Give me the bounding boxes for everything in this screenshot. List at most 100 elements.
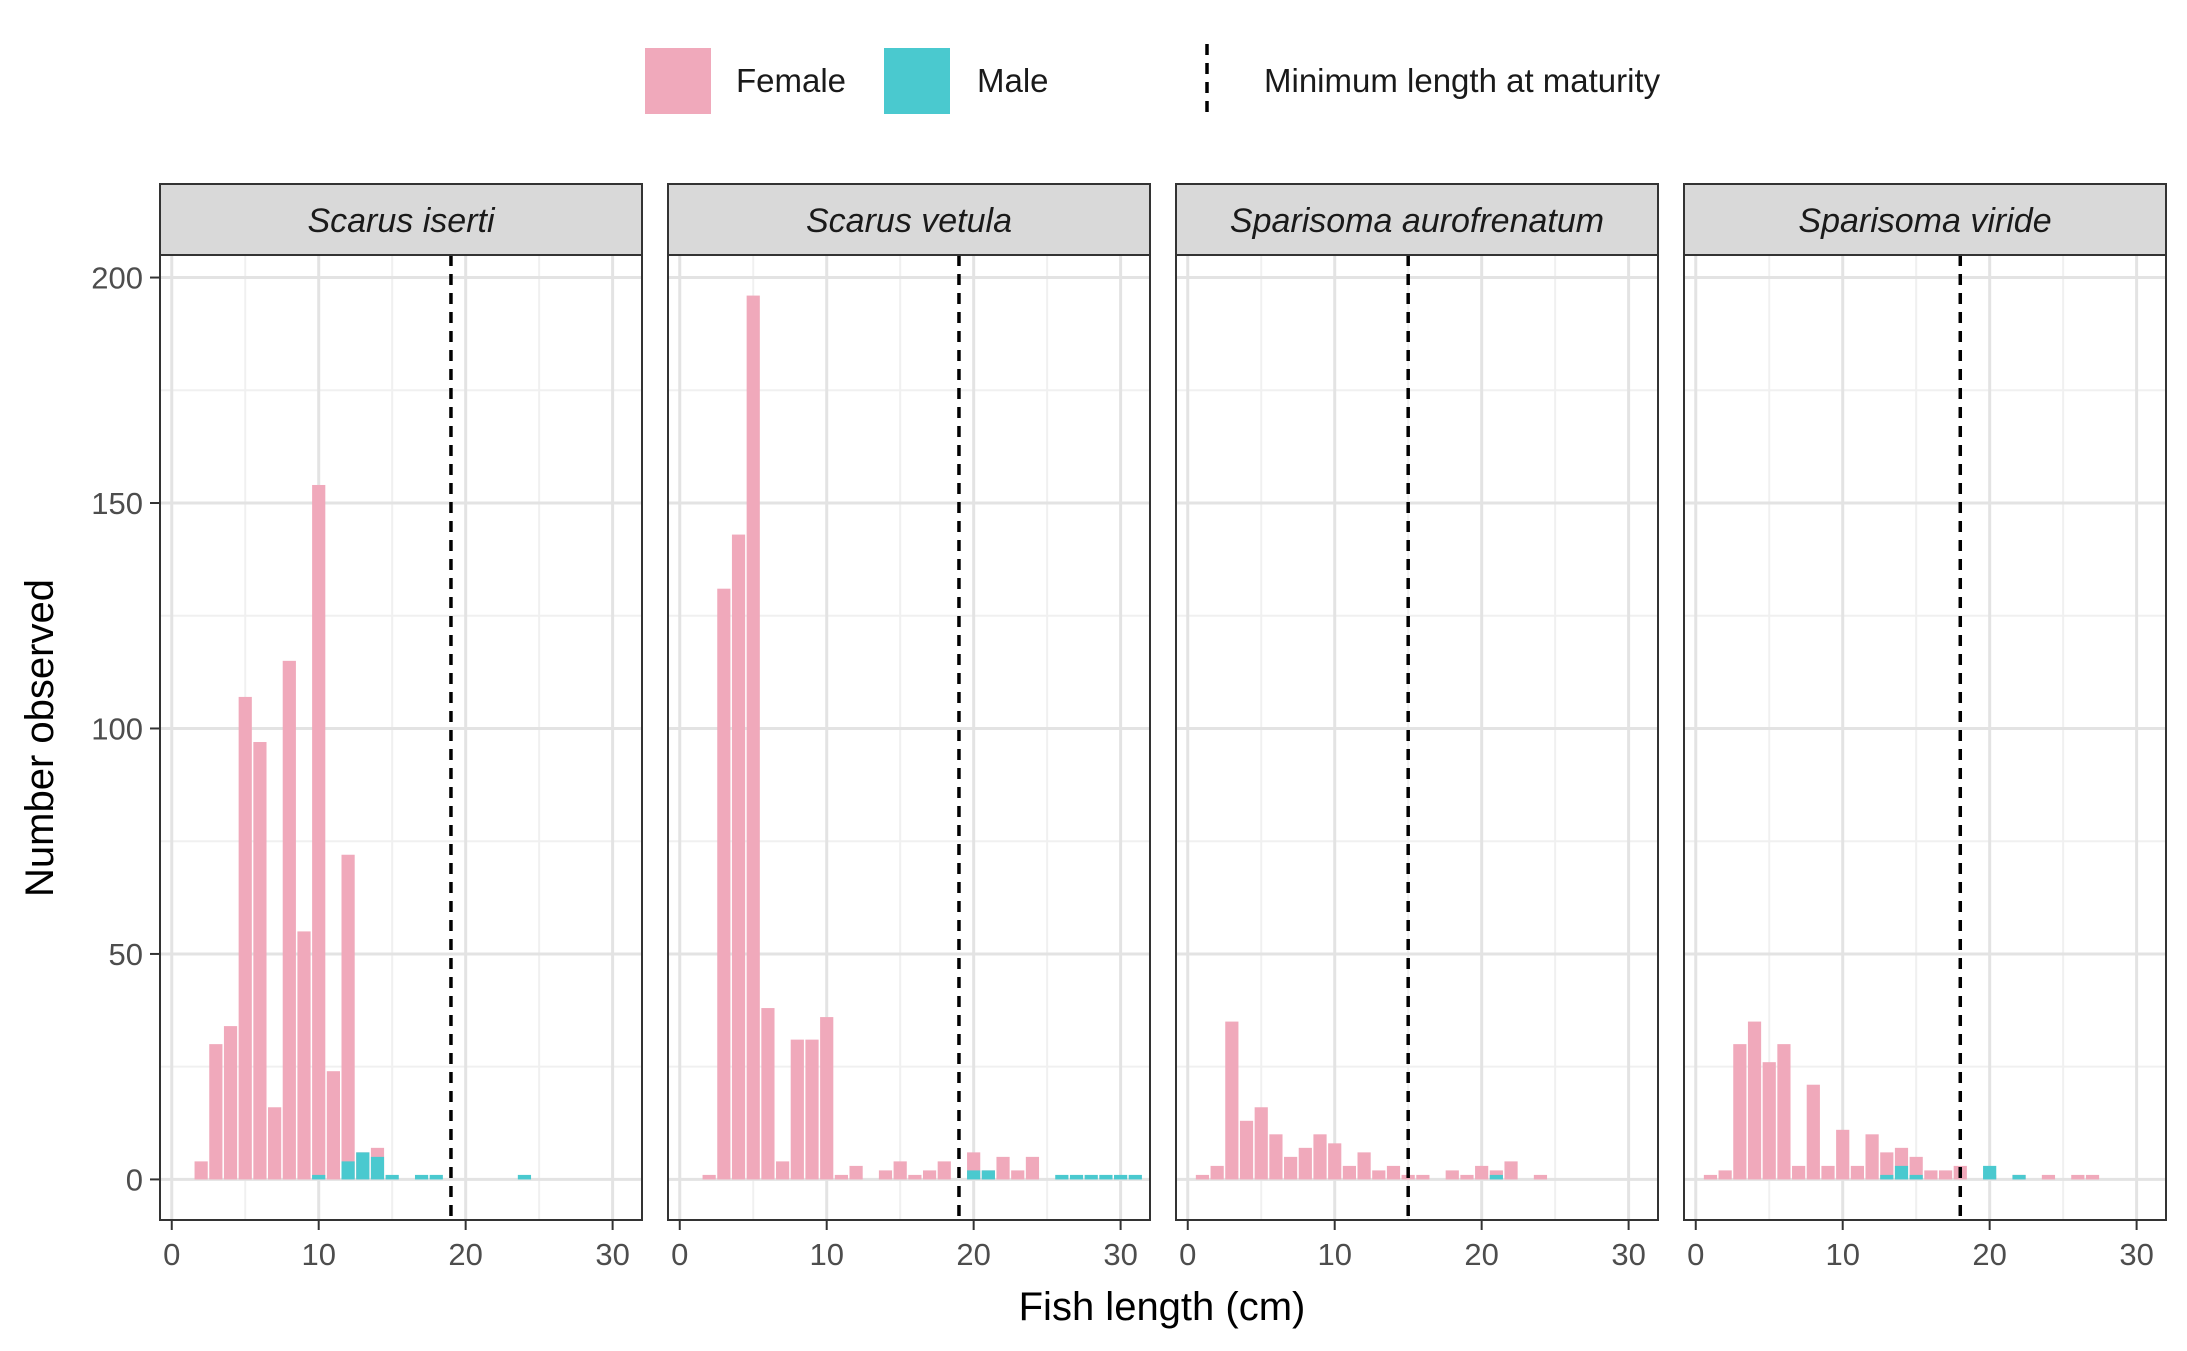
- bar-female: [2041, 1174, 2056, 1180]
- x-tick-label: 10: [301, 1237, 335, 1272]
- bar-male: [1880, 1174, 1894, 1180]
- x-tick-label: 20: [956, 1237, 990, 1272]
- bar-male: [981, 1170, 995, 1180]
- bar-female: [341, 854, 355, 1180]
- x-tick-label: 20: [448, 1237, 482, 1272]
- bar-female: [1718, 1170, 1732, 1180]
- bar-female: [776, 1161, 790, 1180]
- bar-male: [1055, 1174, 1069, 1180]
- facet-strip: [667, 183, 1151, 256]
- x-tick-label: 10: [1317, 1237, 1351, 1272]
- bar-female: [1880, 1152, 1894, 1180]
- x-tick-label: 20: [1972, 1237, 2006, 1272]
- bar-female: [1836, 1129, 1850, 1180]
- bar-female: [996, 1156, 1010, 1180]
- y-tick-label: 150: [91, 486, 143, 521]
- bar-female: [1924, 1170, 1938, 1180]
- bar-female: [1328, 1143, 1342, 1180]
- bar-female: [194, 1161, 208, 1180]
- bar-female: [1733, 1044, 1747, 1180]
- bar-male: [370, 1156, 385, 1180]
- facet-strip-title: Scarus vetula: [806, 202, 1012, 240]
- bar-female: [282, 660, 296, 1180]
- bar-male: [414, 1174, 429, 1180]
- bar-male: [429, 1174, 443, 1180]
- bar-male: [1084, 1174, 1098, 1180]
- panel-3: Sparisoma aurofrenatum 0 10 20 30: [1175, 183, 1659, 1272]
- bar-female: [1792, 1165, 1806, 1180]
- bar-male: [341, 1161, 355, 1180]
- bar-female: [922, 1170, 937, 1180]
- bar-female: [702, 1174, 716, 1180]
- bar-female: [1762, 1062, 1776, 1180]
- bar-female: [1475, 1165, 1489, 1180]
- bar-female: [1225, 1021, 1239, 1180]
- x-tick-label: 30: [2119, 1237, 2153, 1272]
- bar-female: [297, 931, 311, 1180]
- bar-female: [1747, 1021, 1762, 1180]
- x-tick-label: 10: [809, 1237, 843, 1272]
- facet-strip-title: Scarus iserti: [307, 202, 495, 240]
- bar-female: [1298, 1147, 1312, 1180]
- bar-female: [1821, 1165, 1835, 1180]
- bar-male: [2012, 1174, 2026, 1180]
- bar-male: [356, 1152, 370, 1180]
- bar-female: [1284, 1156, 1298, 1180]
- bar-female: [849, 1165, 863, 1180]
- bar-female: [805, 1039, 819, 1180]
- bar-female: [1025, 1156, 1040, 1180]
- bar-female: [1777, 1044, 1791, 1180]
- bar-female: [268, 1107, 282, 1180]
- bar-female: [746, 295, 760, 1180]
- facet-strip: [1175, 183, 1659, 256]
- x-axis-label: Fish length (cm): [1019, 1285, 1306, 1329]
- bar-female: [1357, 1152, 1371, 1180]
- bar-female: [1865, 1134, 1879, 1180]
- x-tick-label: 0: [1687, 1237, 1704, 1272]
- x-tick-label: 0: [671, 1237, 688, 1272]
- y-tick-label: 100: [91, 711, 143, 746]
- bar-female: [2071, 1174, 2085, 1180]
- bar-female: [1938, 1170, 1953, 1180]
- bar-male: [312, 1174, 326, 1180]
- x-tick-label: 10: [1825, 1237, 1859, 1272]
- y-tick-label: 50: [109, 937, 143, 972]
- y-tick-label: 0: [126, 1162, 143, 1197]
- facet-strip-title: Sparisoma viride: [1798, 202, 2051, 240]
- legend-label-male: Male: [977, 62, 1049, 99]
- facet-strip: [1683, 183, 2167, 256]
- panel-background: [1176, 255, 1658, 1220]
- bar-female: [937, 1161, 951, 1180]
- bar-female: [1850, 1165, 1864, 1180]
- facet-strip: [159, 183, 643, 256]
- bar-female: [908, 1174, 922, 1180]
- bar-female: [834, 1174, 848, 1180]
- legend-label-female: Female: [736, 62, 846, 99]
- bar-male: [967, 1170, 981, 1180]
- bar-male: [1114, 1174, 1128, 1180]
- panel-1: Scarus iserti 0 10 20 30 0 50 100 150 200: [91, 183, 643, 1272]
- bar-male: [1489, 1174, 1503, 1180]
- panel-4: Sparisoma viride 0 10 20 30: [1683, 183, 2167, 1272]
- bar-female: [1460, 1174, 1474, 1180]
- x-tick-label: 0: [163, 1237, 180, 1272]
- legend-swatch-female: [645, 48, 711, 114]
- x-tick-label: 0: [1179, 1237, 1196, 1272]
- bar-female: [1011, 1170, 1025, 1180]
- y-axis-label: Number observed: [18, 579, 62, 897]
- bar-male: [385, 1174, 399, 1180]
- bar-male: [1099, 1174, 1113, 1180]
- bar-female: [820, 1017, 834, 1180]
- bar-female: [1210, 1165, 1224, 1180]
- x-tick-label: 30: [595, 1237, 629, 1272]
- x-tick-label: 20: [1464, 1237, 1498, 1272]
- bar-female: [1909, 1156, 1923, 1180]
- bar-female: [1533, 1174, 1548, 1180]
- bar-female: [1313, 1134, 1327, 1180]
- bar-female: [1269, 1134, 1283, 1180]
- bar-female: [1703, 1174, 1718, 1180]
- bar-female: [1254, 1107, 1268, 1180]
- bar-female: [731, 534, 746, 1180]
